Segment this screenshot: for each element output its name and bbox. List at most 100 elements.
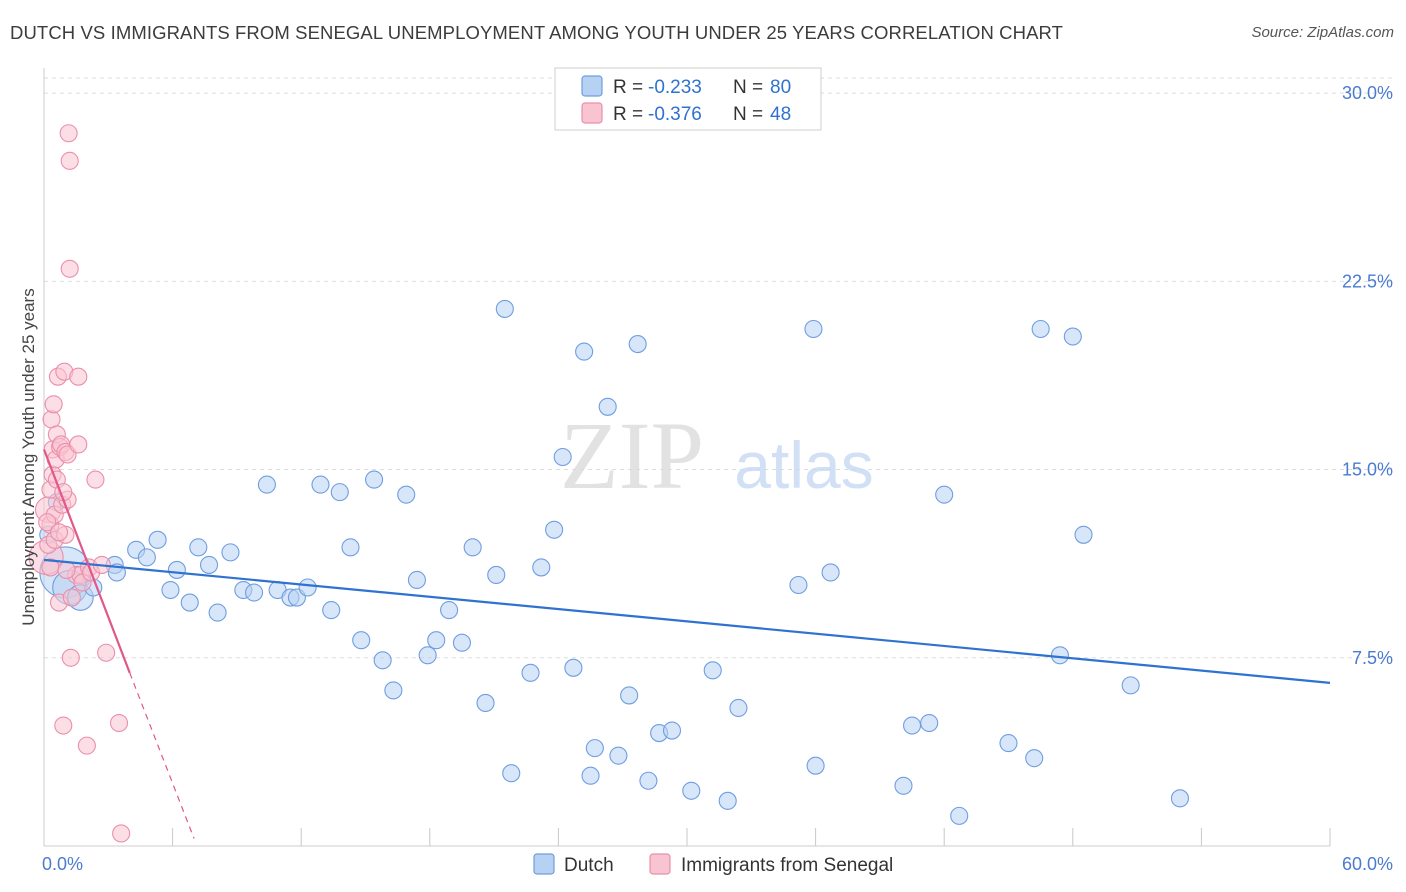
legend-senegal-label[interactable]: Immigrants from Senegal — [681, 855, 893, 876]
stats-senegal-r-value: -0.376 — [648, 104, 702, 125]
senegal-trend-extension — [129, 672, 195, 839]
x-tick-label-0: 0.0% — [42, 854, 83, 874]
dutch-point-65 — [894, 776, 913, 795]
stats-dutch-r-value: -0.233 — [648, 77, 702, 98]
stats-dutch-n-value: 80 — [770, 77, 791, 98]
dutch-point-50 — [598, 397, 617, 416]
dutch-point-18 — [257, 475, 276, 494]
data-points — [28, 124, 1190, 843]
y-tick-label-0: 7.5% — [1352, 648, 1393, 668]
senegal-point-31 — [69, 367, 88, 386]
senegal-point-26 — [60, 151, 79, 170]
dutch-point-33 — [418, 646, 437, 665]
dutch-point-44 — [545, 520, 564, 539]
dutch-point-76 — [1121, 676, 1140, 695]
grid-lines — [44, 77, 1392, 659]
dutch-point-8 — [148, 530, 167, 549]
dutch-point-22 — [298, 578, 317, 597]
dutch-point-57 — [682, 781, 701, 800]
dutch-point-42 — [521, 663, 540, 682]
dutch-point-37 — [463, 538, 482, 557]
senegal-point-8 — [44, 395, 63, 414]
tick-labels: 7.5% 15.0% 22.5% 30.0% 0.0% 60.0% — [42, 83, 1393, 874]
dutch-point-69 — [950, 806, 969, 825]
dutch-point-63 — [806, 756, 825, 775]
senegal-point-28 — [61, 648, 80, 667]
dutch-point-41 — [502, 764, 521, 783]
dutch-point-70 — [999, 734, 1018, 753]
stats-senegal-n-label: N = — [733, 104, 763, 125]
senegal-point-32 — [69, 435, 88, 454]
dutch-point-45 — [553, 447, 572, 467]
dutch-point-23 — [311, 475, 330, 494]
dutch-point-74 — [1063, 327, 1082, 346]
chart-title: DUTCH VS IMMIGRANTS FROM SENEGAL UNEMPLO… — [10, 22, 1064, 43]
dutch-point-54 — [639, 771, 658, 790]
stats-dutch-swatch — [581, 75, 603, 97]
dutch-point-31 — [397, 485, 416, 504]
dutch-point-62 — [804, 319, 823, 339]
dutch-point-61 — [789, 575, 808, 595]
dutch-point-34 — [427, 631, 446, 650]
dutch-point-9 — [161, 580, 180, 600]
dutch-point-35 — [440, 601, 459, 620]
dutch-point-14 — [208, 603, 227, 622]
senegal-point-29 — [62, 588, 81, 607]
dutch-point-10 — [167, 560, 186, 579]
senegal-point-38 — [86, 470, 105, 489]
x-tick-label-1: 60.0% — [1342, 854, 1393, 874]
dutch-point-25 — [330, 483, 349, 502]
dutch-point-38 — [476, 693, 495, 712]
stats-legend: R = -0.233 N = 80 R = -0.376 N = 48 — [554, 67, 822, 131]
dutch-point-24 — [322, 601, 341, 620]
dutch-point-75 — [1074, 525, 1093, 544]
y-tick-label-1: 15.0% — [1342, 460, 1393, 480]
senegal-point-27 — [60, 259, 79, 278]
y-tick-label-3: 30.0% — [1342, 83, 1393, 103]
dutch-point-39 — [487, 565, 506, 585]
dutch-trend-line — [43, 558, 1331, 684]
dutch-point-47 — [575, 342, 594, 361]
dutch-point-68 — [935, 485, 954, 504]
senegal-point-35 — [77, 736, 96, 755]
dutch-point-72 — [1031, 319, 1050, 339]
legend-dutch-label[interactable]: Dutch — [564, 855, 614, 876]
source-label: Source: ZipAtlas.com — [1251, 24, 1394, 41]
dutch-point-27 — [352, 631, 371, 650]
watermark: ZIP atlas — [560, 402, 874, 509]
dutch-point-32 — [407, 570, 426, 590]
senegal-point-47 — [57, 560, 76, 579]
senegal-point-19 — [54, 716, 73, 735]
stats-dutch-n-label: N = — [733, 77, 763, 98]
dutch-point-7 — [137, 548, 156, 567]
senegal-point-42 — [112, 824, 131, 843]
dutch-point-11 — [180, 593, 199, 612]
dutch-point-28 — [365, 470, 384, 489]
dutch-point-40 — [495, 299, 514, 318]
dutch-point-13 — [199, 555, 219, 574]
y-tick-label-2: 22.5% — [1342, 271, 1393, 291]
dutch-point-15 — [221, 543, 240, 562]
dutch-point-17 — [244, 583, 264, 602]
stats-dutch-r-label: R = — [613, 77, 643, 98]
stats-senegal-swatch — [581, 102, 603, 124]
dutch-point-43 — [532, 558, 551, 577]
stats-senegal-n-value: 48 — [770, 104, 791, 125]
y-axis-title: Unemployment Among Youth under 25 years — [19, 288, 38, 625]
legend-senegal-swatch[interactable] — [649, 853, 671, 875]
senegal-point-44 — [38, 513, 57, 532]
dutch-point-77 — [1170, 789, 1190, 808]
stats-senegal-r-label: R = — [613, 104, 643, 125]
dutch-point-64 — [821, 563, 840, 582]
senegal-point-45 — [49, 523, 69, 542]
dutch-point-73 — [1050, 646, 1069, 665]
dutch-point-49 — [581, 766, 600, 785]
dutch-point-12 — [189, 538, 208, 557]
dutch-point-52 — [620, 686, 639, 705]
dutch-point-30 — [384, 681, 403, 700]
watermark-zip: ZIP — [560, 402, 704, 509]
series-legend: Dutch Immigrants from Senegal — [533, 853, 893, 876]
legend-dutch-swatch[interactable] — [533, 853, 555, 875]
dutch-point-36 — [452, 633, 472, 652]
